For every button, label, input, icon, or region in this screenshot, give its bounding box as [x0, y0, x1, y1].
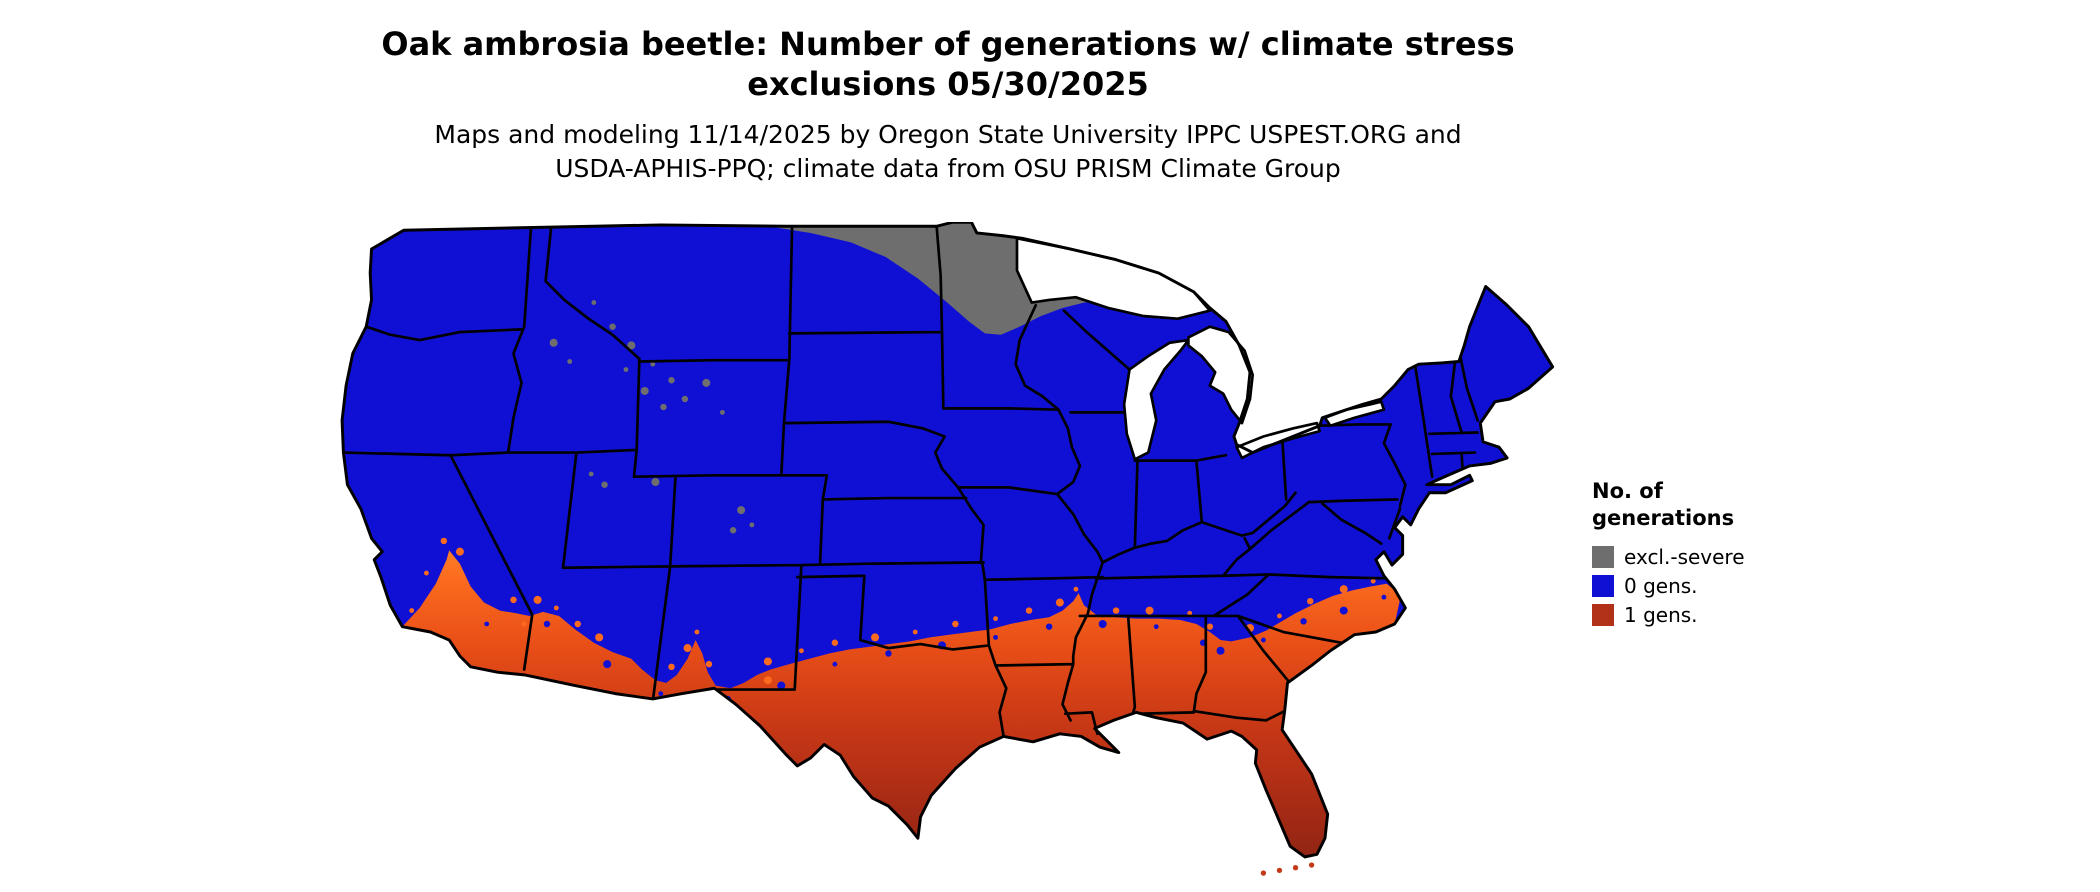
legend-label: 1 gens.	[1624, 602, 1698, 627]
legend-label: excl.-severe	[1624, 544, 1745, 569]
zero-generations-swatch	[1592, 574, 1614, 597]
legend-item-one-gen: 1 gens.	[1592, 603, 1832, 627]
us-map-svg	[340, 222, 1555, 876]
page-title: Oak ambrosia beetle: Number of generatio…	[0, 24, 1896, 104]
state-borders	[342, 224, 1479, 738]
lake-michigan	[1122, 338, 1190, 461]
one-generation-region	[402, 550, 1400, 857]
page-subtitle: Maps and modeling 11/14/2025 by Oregon S…	[0, 118, 1896, 185]
subtitle-line-1: Maps and modeling 11/14/2025 by Oregon S…	[434, 120, 1462, 149]
title-line-2: exclusions 05/30/2025	[747, 65, 1149, 103]
map-legend: No. of generations excl.-severe 0 gens. …	[1592, 478, 1832, 632]
great-lakes	[1015, 236, 1386, 461]
subtitle-line-2: USDA-APHIS-PPQ; climate data from OSU PR…	[555, 153, 1341, 183]
legend-title-line-2: generations	[1592, 506, 1735, 531]
raster-speckle-dots	[409, 300, 1394, 703]
legend-item-zero-gens: 0 gens.	[1592, 574, 1832, 598]
title-line-1: Oak ambrosia beetle: Number of generatio…	[381, 25, 1515, 63]
legend-title: No. of generations	[1592, 478, 1832, 533]
excluded-severe-swatch	[1592, 545, 1614, 568]
legend-label: 0 gens.	[1624, 573, 1698, 598]
legend-title-line-1: No. of	[1592, 479, 1663, 503]
one-generation-swatch	[1592, 603, 1614, 626]
lake-huron	[1187, 325, 1255, 425]
florida-keys	[1260, 862, 1315, 876]
legend-item-excluded: excl.-severe	[1592, 545, 1832, 569]
us-outline	[340, 222, 1555, 859]
us-generations-map	[326, 222, 1558, 884]
